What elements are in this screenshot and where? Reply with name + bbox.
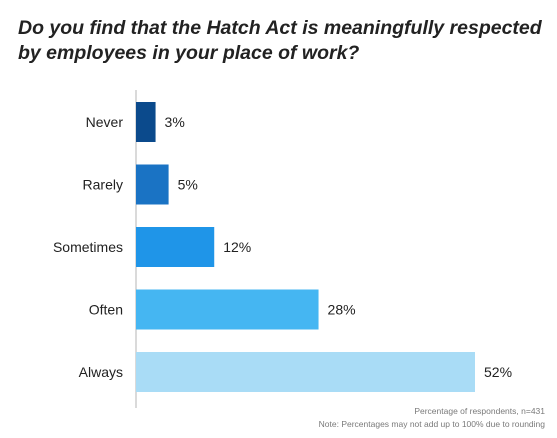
value-label-rarely: 5% bbox=[178, 177, 198, 193]
value-label-always: 52% bbox=[484, 364, 512, 380]
bar-never bbox=[136, 102, 156, 142]
category-label-often: Often bbox=[89, 302, 123, 318]
bar-always bbox=[136, 352, 475, 392]
category-label-never: Never bbox=[86, 114, 124, 130]
respondents-note: Percentage of respondents, n=431 bbox=[414, 406, 545, 416]
category-label-sometimes: Sometimes bbox=[53, 239, 123, 255]
bar-often bbox=[136, 289, 319, 330]
chart-title: Do you find that the Hatch Act is meanin… bbox=[18, 17, 542, 64]
category-label-rarely: Rarely bbox=[83, 177, 123, 193]
category-label-always: Always bbox=[79, 364, 123, 380]
bar-sometimes bbox=[136, 227, 215, 267]
rounding-note: Note: Percentages may not add up to 100%… bbox=[318, 419, 545, 429]
bar-rarely bbox=[136, 164, 169, 205]
value-label-often: 28% bbox=[328, 302, 356, 318]
value-label-never: 3% bbox=[165, 114, 185, 130]
value-label-sometimes: 12% bbox=[223, 239, 251, 255]
